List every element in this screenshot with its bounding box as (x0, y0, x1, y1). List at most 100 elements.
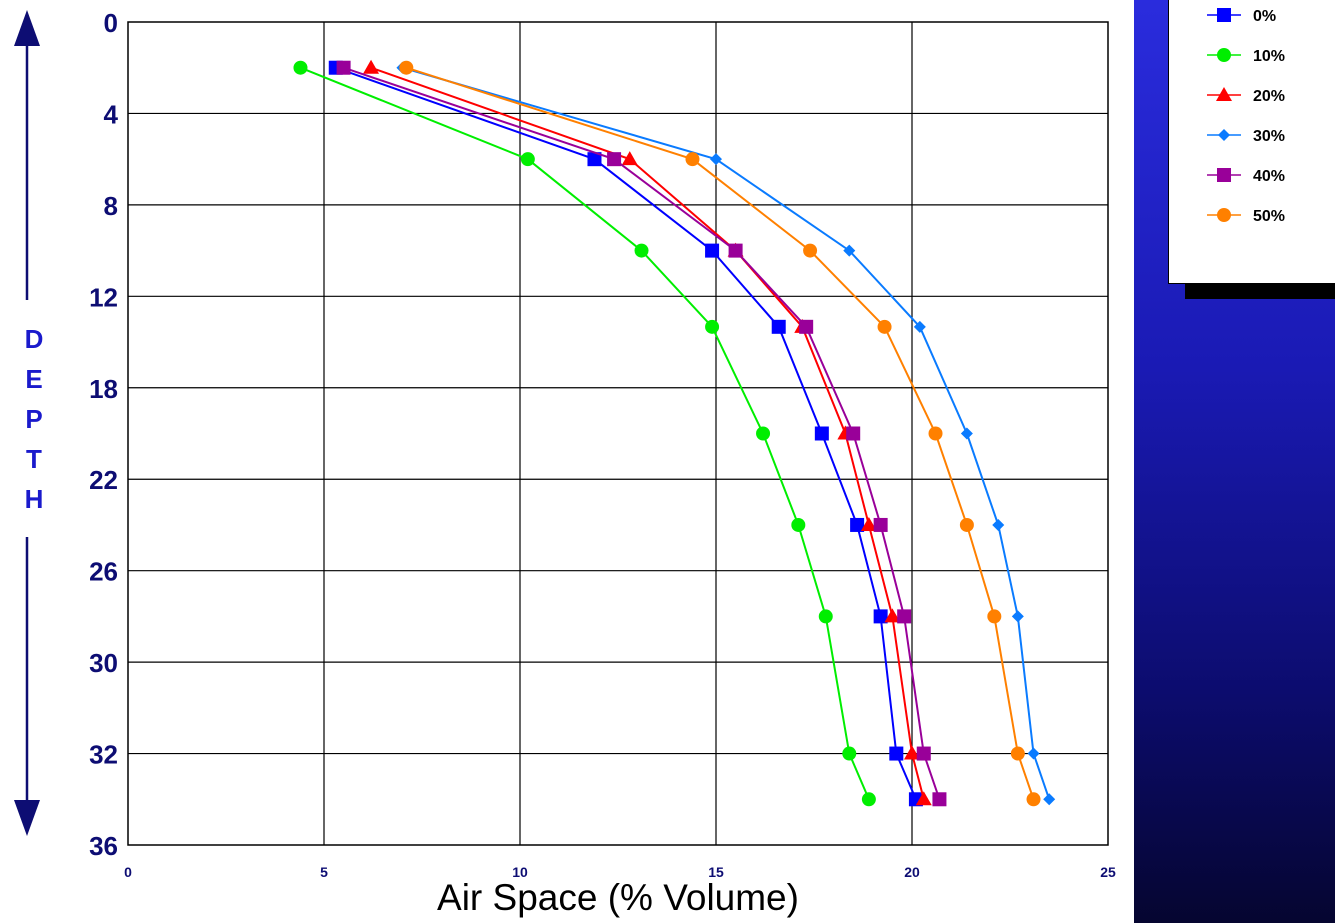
y-tick-label: 4 (104, 99, 119, 129)
legend-item-0pct: 0% (1207, 8, 1276, 25)
chart-series (293, 59, 1056, 807)
data-point (791, 517, 806, 532)
data-point (1011, 610, 1024, 623)
data-point (520, 152, 535, 167)
y-tick-label: 32 (89, 740, 118, 770)
y-tick-label: 26 (89, 557, 118, 587)
x-tick-label: 25 (1100, 864, 1116, 880)
x-axis-tick-labels: 0 5 10 15 20 25 (124, 864, 1116, 880)
data-point (1043, 793, 1056, 806)
y-tick-label: 36 (89, 831, 118, 861)
data-point (860, 516, 877, 531)
data-point (399, 60, 414, 75)
data-point (846, 426, 861, 441)
data-point (607, 152, 622, 167)
arrow-up-head (14, 10, 40, 46)
data-point (913, 320, 926, 333)
depth-letter: T (26, 444, 42, 474)
data-point (873, 609, 888, 624)
data-point (897, 609, 912, 624)
legend-item-20pct: 20% (1207, 87, 1285, 105)
data-point (916, 746, 931, 761)
data-point (889, 746, 904, 761)
legend-label: 10% (1253, 48, 1285, 65)
data-point (987, 609, 1002, 624)
y-tick-label: 12 (89, 282, 118, 312)
data-point (803, 243, 818, 258)
depth-letter: E (25, 364, 42, 394)
data-point (904, 745, 920, 760)
data-point (1026, 792, 1041, 807)
legend-item-10pct: 10% (1207, 48, 1285, 65)
data-point (850, 517, 865, 532)
data-point (932, 792, 947, 807)
arrow-down-head (14, 800, 40, 836)
data-point (634, 243, 649, 258)
data-point (915, 791, 932, 806)
data-point (771, 319, 786, 334)
data-point (1010, 746, 1025, 761)
data-point (959, 517, 974, 532)
legend-marker (1217, 208, 1231, 222)
data-point (873, 517, 888, 532)
legend-marker (1217, 48, 1231, 62)
y-tick-label: 8 (104, 191, 118, 221)
data-point (960, 427, 973, 440)
x-tick-label: 10 (512, 864, 528, 880)
data-point (1027, 747, 1040, 760)
legend-marker (1217, 8, 1231, 22)
series-30pct (396, 61, 1056, 806)
depth-letter: H (25, 484, 44, 514)
legend-label: 50% (1253, 208, 1285, 225)
data-point (877, 319, 892, 334)
legend-item-50pct: 50% (1207, 208, 1285, 225)
legend-label: 40% (1253, 168, 1285, 185)
data-point (814, 426, 829, 441)
data-point (992, 518, 1005, 531)
data-point (685, 152, 700, 167)
data-point (818, 609, 833, 624)
data-point (799, 319, 814, 334)
x-tick-label: 0 (124, 864, 132, 880)
legend-marker (1218, 129, 1230, 141)
data-point (293, 60, 308, 75)
data-point (884, 608, 901, 623)
data-point (621, 151, 638, 166)
x-tick-label: 15 (708, 864, 724, 880)
legend-label: 30% (1253, 128, 1285, 145)
legend-item-40pct: 40% (1207, 168, 1285, 185)
x-axis-title: Air Space (% Volume) (437, 877, 799, 918)
y-tick-label: 0 (104, 8, 118, 38)
data-point (728, 243, 743, 258)
x-tick-label: 5 (320, 864, 328, 880)
legend-marker (1217, 168, 1231, 182)
depth-arrow (14, 10, 40, 836)
series-10pct (293, 60, 876, 807)
legend-marker (1216, 87, 1232, 101)
y-axis-tick-labels: 0 4 8 12 18 22 26 30 32 36 (89, 8, 118, 861)
series-0pct (328, 60, 923, 807)
series-40pct (336, 60, 947, 807)
data-point (756, 426, 771, 441)
data-point (705, 319, 720, 334)
data-point (363, 59, 380, 74)
legend-item-30pct: 30% (1207, 128, 1285, 145)
legend-label: 20% (1253, 88, 1285, 105)
data-point (928, 426, 943, 441)
data-point (861, 792, 876, 807)
y-tick-label: 22 (89, 465, 118, 495)
data-point (705, 243, 720, 258)
series-50pct (399, 60, 1041, 807)
x-tick-label: 20 (904, 864, 920, 880)
data-point (842, 746, 857, 761)
y-tick-label: 30 (89, 648, 118, 678)
data-point (710, 153, 722, 166)
data-point (336, 60, 351, 75)
y-tick-label: 18 (89, 374, 118, 404)
legend-label: 0% (1253, 8, 1276, 25)
data-point (843, 244, 856, 257)
chart-legend: 0% 10% 20% 30% 40% 50% (1168, 0, 1335, 284)
depth-letter: D (25, 324, 44, 354)
